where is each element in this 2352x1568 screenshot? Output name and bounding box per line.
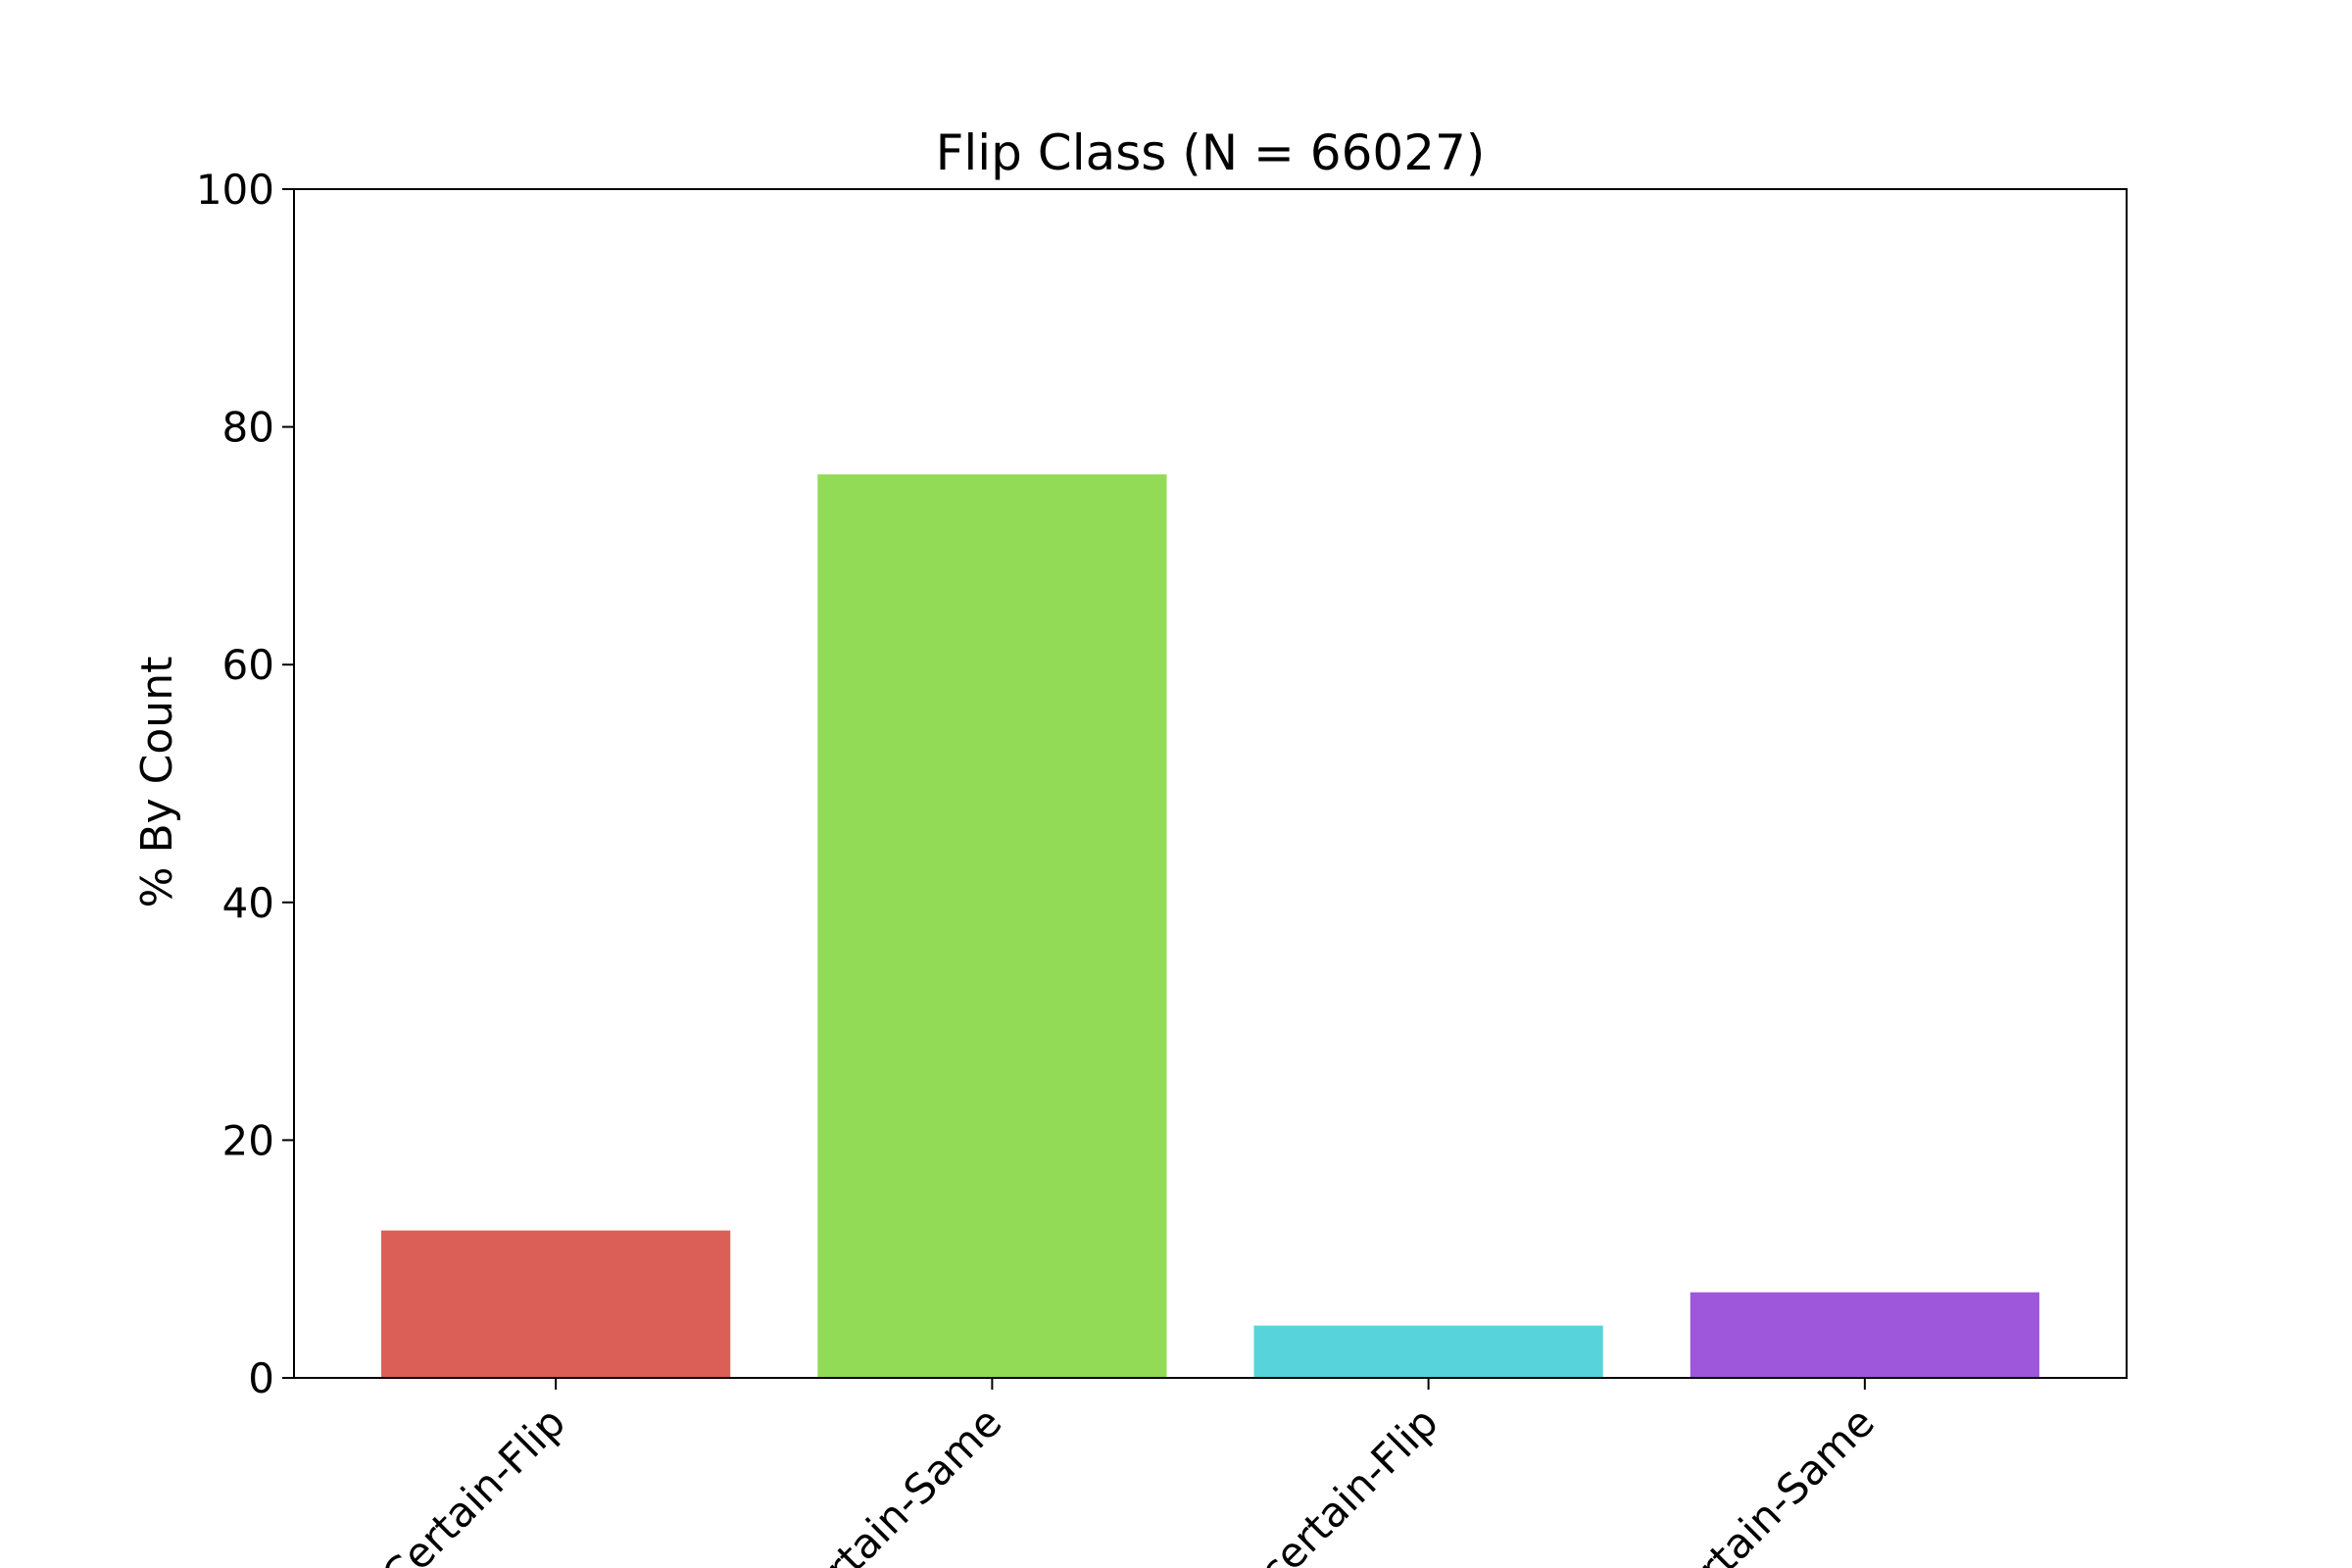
bar-uncertain-flip xyxy=(1253,1325,1603,1378)
y-tick-label: 100 xyxy=(196,166,274,214)
bar-uncertain-same xyxy=(1690,1292,2039,1378)
x-tick-label: Certain-Flip xyxy=(372,1397,574,1568)
y-axis: 0 20 40 60 80 100 xyxy=(196,166,294,1402)
plot-area xyxy=(293,188,2128,1379)
x-tick-label: rtain-Same xyxy=(1689,1397,1884,1568)
chart-title: Flip Class (N = 66027) xyxy=(936,124,1486,181)
y-tick-label: 80 xyxy=(222,404,274,452)
bar-certain-same xyxy=(817,474,1167,1378)
y-tick-label: 40 xyxy=(222,879,274,927)
x-axis: Certain-Flip rtain-Same certain-Flip rtain-… xyxy=(372,1378,1884,1568)
x-tick-label: certain-Flip xyxy=(1250,1397,1447,1568)
x-tick-label: rtain-Same xyxy=(816,1397,1011,1568)
y-tick-label: 0 xyxy=(248,1354,274,1402)
y-tick-label: 20 xyxy=(222,1116,274,1164)
y-axis-label: % By Count xyxy=(132,657,182,908)
plot-frame xyxy=(293,188,2128,1379)
bar-certain-flip xyxy=(381,1230,731,1378)
y-tick-label: 60 xyxy=(222,641,274,689)
